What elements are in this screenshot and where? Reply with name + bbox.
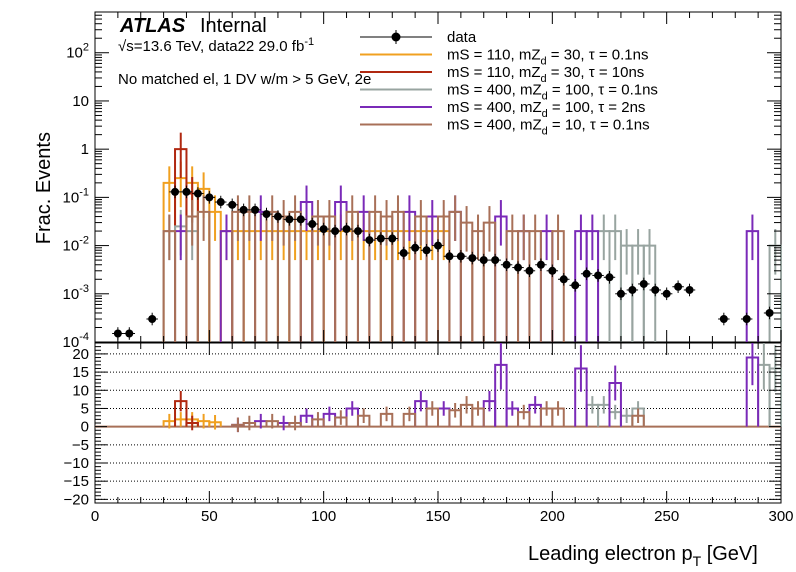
ratio-y-tick-label: 5 bbox=[81, 400, 89, 417]
legend-label: data bbox=[447, 29, 477, 46]
data-point bbox=[148, 314, 157, 323]
data-point bbox=[445, 252, 454, 261]
ratio-y-tick-label: −15 bbox=[64, 473, 89, 490]
y-tick-label: 10-4 bbox=[63, 331, 89, 351]
data-point bbox=[502, 260, 511, 269]
legend-label: mS = 110, mZd = 30, τ = 10ns bbox=[447, 64, 644, 85]
data-point bbox=[674, 282, 683, 291]
data-point bbox=[262, 210, 271, 219]
legend-data-marker bbox=[391, 32, 401, 42]
data-point bbox=[434, 241, 442, 250]
data-point bbox=[765, 308, 774, 317]
data-point bbox=[548, 266, 557, 275]
x-tick-label: 200 bbox=[540, 508, 565, 525]
data-point bbox=[296, 215, 305, 224]
data-point bbox=[628, 285, 637, 294]
ratio-y-tick-label: 15 bbox=[72, 364, 89, 381]
data-point bbox=[171, 187, 180, 196]
legend-item: data bbox=[360, 29, 477, 46]
legend-label: mS = 400, mZd = 100, τ = 0.1ns bbox=[447, 82, 658, 103]
legend-label: mS = 400, mZd = 10, τ = 0.1ns bbox=[447, 117, 650, 138]
y-tick-label: 10-1 bbox=[63, 186, 89, 206]
y-tick-label: 102 bbox=[66, 42, 89, 62]
x-tick-label: 100 bbox=[311, 508, 336, 525]
y-axis-title: Frac. Events bbox=[33, 132, 55, 244]
y-tick-label: 10-2 bbox=[63, 235, 89, 255]
data-point bbox=[308, 220, 317, 229]
x-axis-title: Leading electron pT [GeV] bbox=[528, 543, 758, 569]
data-point bbox=[182, 187, 191, 196]
data-point bbox=[285, 215, 294, 224]
atlas-status: Internal bbox=[200, 15, 267, 37]
y-tick-label: 10-3 bbox=[63, 283, 89, 303]
data-point bbox=[719, 314, 728, 323]
selection-label: No matched el, 1 DV w/m > 5 GeV, 2e bbox=[118, 71, 371, 88]
energy-lumi-label: √s=13.6 TeV, data22 29.0 fb-1 bbox=[118, 36, 314, 55]
atlas-label: ATLAS bbox=[119, 15, 186, 37]
data-point bbox=[273, 212, 282, 221]
data-point bbox=[353, 227, 362, 236]
data-point bbox=[594, 271, 603, 280]
data-point bbox=[422, 246, 431, 255]
data-point bbox=[525, 266, 534, 275]
x-tick-label: 0 bbox=[91, 508, 99, 525]
y-tick-label: 1 bbox=[81, 141, 89, 158]
data-point bbox=[514, 263, 523, 272]
data-point bbox=[205, 193, 214, 202]
legend-label: mS = 110, mZd = 30, τ = 0.1ns bbox=[447, 47, 648, 68]
data-point bbox=[216, 198, 225, 207]
legend-item: mS = 400, mZd = 100, τ = 0.1ns bbox=[360, 82, 658, 103]
data-point bbox=[605, 273, 614, 282]
data-point bbox=[616, 289, 625, 298]
y-tick-label: 10 bbox=[72, 93, 89, 110]
data-point bbox=[399, 249, 408, 258]
data-point bbox=[559, 275, 568, 284]
legend-item: mS = 400, mZd = 10, τ = 0.1ns bbox=[360, 117, 650, 138]
data-point bbox=[662, 289, 671, 298]
ratio-y-tick-label: −20 bbox=[64, 491, 89, 508]
legend-label: mS = 400, mZd = 100, τ = 2ns bbox=[447, 99, 645, 120]
x-tick-label: 150 bbox=[425, 508, 450, 525]
data-point bbox=[468, 254, 477, 263]
data-point bbox=[365, 236, 374, 245]
data-point bbox=[319, 225, 328, 234]
data-point bbox=[251, 205, 260, 214]
legend-item: mS = 110, mZd = 30, τ = 0.1ns bbox=[360, 47, 648, 68]
data-point bbox=[536, 260, 545, 269]
data-point bbox=[651, 285, 660, 294]
x-tick-label: 50 bbox=[201, 508, 218, 525]
data-point bbox=[456, 252, 465, 261]
data-point bbox=[742, 314, 751, 323]
x-tick-label: 250 bbox=[654, 508, 679, 525]
x-tick-label: 300 bbox=[768, 508, 793, 525]
ratio-y-tick-label: 10 bbox=[72, 382, 89, 399]
legend-item: mS = 400, mZd = 100, τ = 2ns bbox=[360, 99, 645, 120]
ratio-y-tick-label: −5 bbox=[72, 437, 89, 454]
data-point bbox=[376, 234, 385, 243]
data-point bbox=[479, 256, 488, 265]
data-point bbox=[582, 269, 591, 278]
data-point bbox=[113, 329, 122, 338]
data-point bbox=[239, 205, 248, 214]
ratio-y-tick-label: −10 bbox=[64, 455, 89, 472]
main-panel: 10-4 10-3 10-2 10-1 1 10 102 bbox=[63, 11, 782, 351]
ratio-y-tick-label: 20 bbox=[72, 346, 89, 363]
data-point bbox=[331, 227, 340, 236]
data-point bbox=[228, 200, 237, 209]
data-point bbox=[685, 285, 694, 294]
ratio-y-tick-label: 0 bbox=[81, 419, 89, 436]
data-point bbox=[411, 243, 420, 252]
data-point bbox=[388, 234, 397, 243]
data-point bbox=[342, 225, 351, 234]
data-point bbox=[193, 189, 202, 198]
data-point bbox=[125, 329, 134, 338]
data-point bbox=[571, 281, 580, 290]
legend-item: mS = 110, mZd = 30, τ = 10ns bbox=[360, 64, 644, 85]
data-point bbox=[639, 279, 648, 288]
data-point bbox=[491, 256, 500, 265]
